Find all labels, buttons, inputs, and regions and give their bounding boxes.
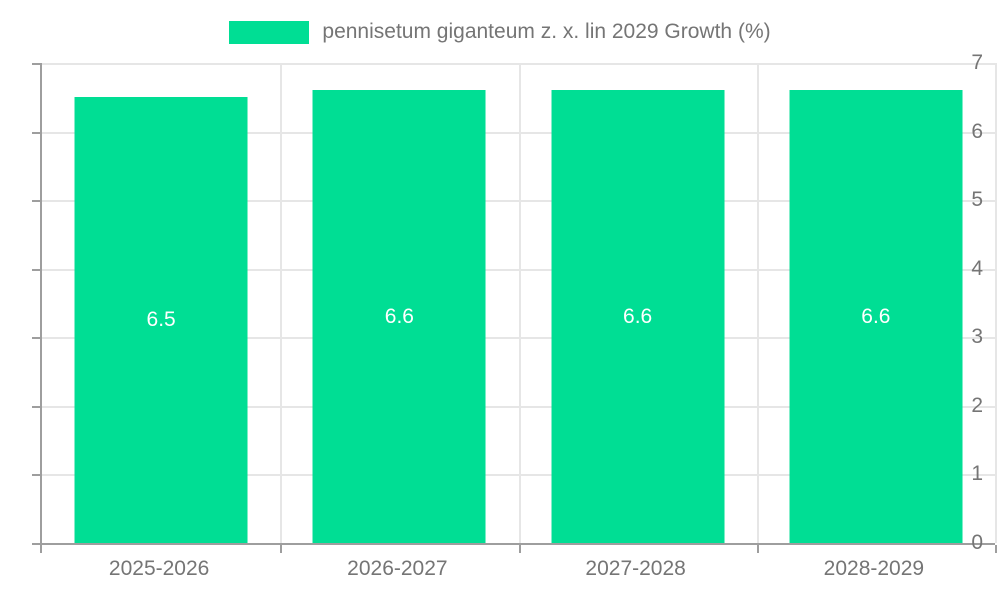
- bar-2026-2027[interactable]: 6.6: [312, 90, 486, 543]
- category-cell: 6.6: [519, 63, 757, 543]
- legend-swatch: [229, 20, 310, 44]
- category-cell: 6.6: [280, 63, 518, 543]
- y-axis-tick: [32, 474, 40, 477]
- bar-value-label: 6.5: [146, 308, 176, 332]
- y-axis-tick-label: 0: [971, 531, 983, 554]
- y-axis-tick: [32, 63, 40, 65]
- y-axis-tick-label: 3: [971, 325, 983, 349]
- y-axis-tick: [32, 268, 40, 271]
- y-axis-tick-label: 7: [971, 51, 983, 74]
- bar-value-label: 6.6: [384, 304, 414, 328]
- y-axis-tick-label: 2: [971, 393, 983, 417]
- bar-value-label: 6.6: [623, 304, 653, 328]
- plot-area: 0 1 2 3 4 5 6 7 6.5 6.6 6.6 6.6: [32, 51, 997, 554]
- y-axis-tick-label: 6: [971, 119, 983, 143]
- bar-value-label: 6.6: [861, 304, 891, 328]
- x-axis-tick: [40, 545, 42, 553]
- x-axis-category-label: 2026-2027: [347, 557, 448, 580]
- legend-label: pennisetum giganteum z. x. lin 2029 Grow…: [322, 20, 771, 43]
- x-axis-category-label: 2025-2026: [108, 557, 210, 580]
- bar-2028-2029[interactable]: 6.6: [789, 90, 963, 543]
- x-axis-category-label: 2028-2029: [823, 557, 925, 580]
- y-axis-tick-label: 4: [971, 256, 983, 280]
- x-axis-tick: [280, 545, 283, 553]
- y-axis-tick: [32, 543, 40, 545]
- gridline-vertical: [995, 63, 997, 543]
- bar-2025-2026[interactable]: 6.5: [74, 97, 248, 543]
- x-axis-tick: [756, 545, 759, 553]
- category-cell: 6.5: [42, 63, 280, 543]
- y-axis-tick-label: 1: [971, 462, 983, 486]
- y-axis-tick-label: 5: [971, 188, 983, 212]
- y-axis-tick: [32, 131, 40, 134]
- x-axis-tick: [995, 545, 997, 553]
- y-axis-tick: [32, 405, 40, 408]
- y-axis-tick: [32, 200, 40, 203]
- y-axis-tick: [32, 337, 40, 340]
- x-axis-tick: [518, 545, 521, 553]
- x-axis-category-label: 2027-2028: [585, 557, 686, 580]
- category-cell: 6.6: [757, 63, 995, 543]
- chart-legend[interactable]: pennisetum giganteum z. x. lin 2029 Grow…: [0, 18, 1000, 46]
- bar-2027-2028[interactable]: 6.6: [551, 90, 725, 543]
